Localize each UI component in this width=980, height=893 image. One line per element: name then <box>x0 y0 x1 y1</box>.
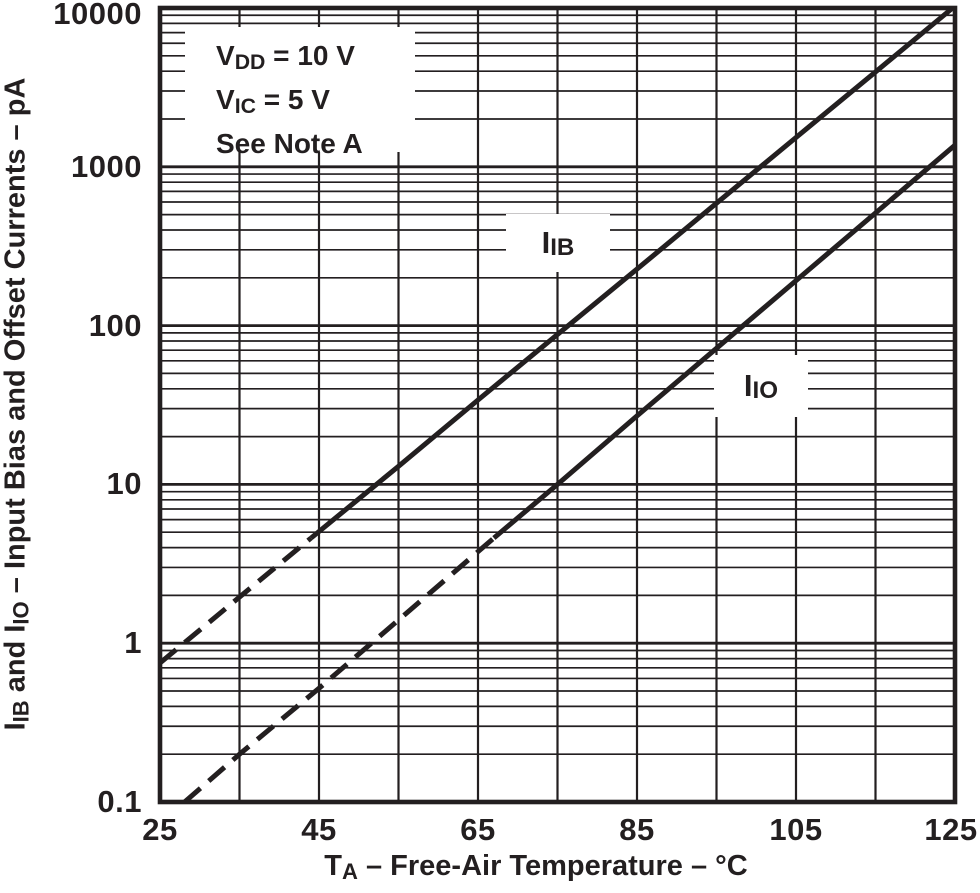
x-axis-title: TA – Free-Air Temperature – °C <box>324 850 748 884</box>
x-tick-65: 65 <box>460 812 496 847</box>
iib-subscript: IB <box>550 233 575 261</box>
x-tick-105: 105 <box>769 812 823 847</box>
y-tick-10000: 10000 <box>53 0 142 31</box>
x-tick-45: 45 <box>301 812 337 847</box>
y-tick-100: 100 <box>88 308 142 343</box>
condition-vdd: VDD = 10 V <box>216 40 355 74</box>
y-tick-0-1: 0.1 <box>97 784 142 819</box>
condition-note: See Note A <box>216 128 363 159</box>
test-conditions-annotation: VDD = 10 V VIC = 5 V See Note A <box>185 27 415 159</box>
ytitle-iib-subscript: IB <box>8 700 34 723</box>
x-tick-125: 125 <box>924 812 978 847</box>
y-tick-1: 1 <box>124 625 142 660</box>
y-axis-title: IIB and IIO – Input Bias and Offset Curr… <box>0 77 34 731</box>
x-tick-25: 25 <box>142 812 178 847</box>
y-tick-1000: 1000 <box>71 149 142 184</box>
iio-subscript: IO <box>752 376 779 404</box>
x-tick-85: 85 <box>619 812 655 847</box>
y-tick-10: 10 <box>106 466 142 501</box>
vic-subscript: IC <box>234 93 256 118</box>
ta-subscript: A <box>341 858 358 884</box>
vdd-subscript: DD <box>234 49 266 74</box>
curve-label-iio: I IO <box>714 355 808 417</box>
ytitle-iio-subscript: IO <box>8 601 34 625</box>
condition-vic: VIC = 5 V <box>216 84 330 118</box>
curve-label-iib: I IB <box>506 214 610 272</box>
